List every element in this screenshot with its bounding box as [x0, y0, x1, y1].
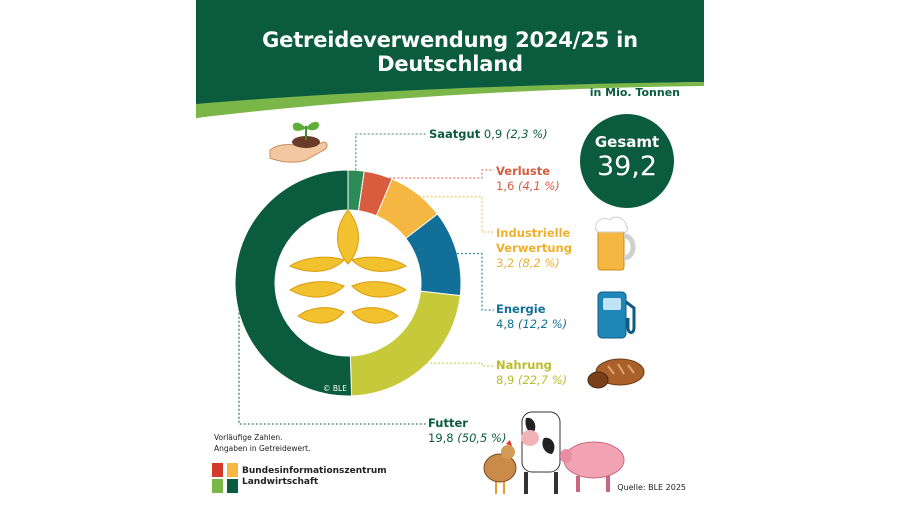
fuel-pump-icon	[597, 291, 636, 339]
infographic-card: Getreideverwendung 2024/25 in Deutschlan…	[196, 0, 704, 506]
label-name-2: Verwertung	[496, 241, 572, 255]
leader-industrie	[414, 196, 494, 233]
label-pct: (2,3 %)	[505, 127, 548, 141]
label-value: 0,9	[483, 127, 503, 141]
farm-animals-icon	[483, 411, 625, 494]
label-value: 8,9	[496, 373, 515, 387]
org-logo: Bundesinformationszentrum Landwirtschaft	[212, 463, 387, 499]
label-industrie: Industrielle Verwertung 3,2 (8,2 %)	[496, 226, 572, 271]
label-pct: (12,2 %)	[517, 317, 568, 331]
total-badge: Gesamt 39,2	[580, 114, 674, 208]
leader-verluste	[377, 169, 494, 179]
source-label: Quelle: BLE 2025	[617, 483, 686, 492]
label-name: Nahrung	[496, 358, 552, 372]
leader-saatgut	[355, 133, 426, 175]
header-banner	[196, 0, 704, 80]
chicken-icon	[483, 440, 517, 494]
label-nahrung: Nahrung 8,9 (22,7 %)	[496, 358, 567, 388]
label-pct: (8,2 %)	[517, 256, 560, 270]
ble-logo-icon	[212, 463, 238, 495]
label-verluste: Verluste 1,6 (4,1 %)	[496, 164, 560, 194]
chart-title: Getreideverwendung 2024/25 in Deutschlan…	[262, 28, 638, 76]
wheat-icon	[288, 209, 408, 324]
label-name: Futter	[428, 416, 468, 430]
label-energie: Energie 4,8 (12,2 %)	[496, 302, 567, 332]
cow-icon	[521, 411, 561, 494]
header-swoosh	[196, 80, 704, 118]
leader-energie	[452, 253, 494, 311]
total-value: 39,2	[596, 151, 658, 182]
beer-mug-icon	[595, 216, 636, 271]
label-pct: (22,7 %)	[517, 373, 568, 387]
org-name-line-2: Landwirtschaft	[242, 477, 319, 487]
label-value: 4,8	[496, 317, 515, 331]
label-name: Verluste	[496, 164, 551, 178]
label-value: 1,6	[496, 179, 515, 193]
label-futter: Futter 19,8 (50,5 %)	[428, 416, 506, 446]
label-value: 3,2	[496, 256, 515, 270]
bread-icon	[587, 358, 645, 389]
label-name: Saatgut	[429, 127, 481, 141]
unit-label: in Mio. Tonnen	[589, 86, 680, 99]
seedling-hand-icon	[269, 121, 328, 163]
donut-chart	[234, 133, 494, 425]
label-pct: (50,5 %)	[457, 431, 507, 445]
total-label: Gesamt	[594, 133, 660, 151]
org-name: Bundesinformationszentrum Landwirtschaft	[242, 466, 387, 488]
footnote: Vorläufige Zahlen. Angaben in Getreidewe…	[214, 432, 311, 454]
label-saatgut: Saatgut 0,9 (2,3 %)	[429, 127, 548, 142]
org-name-line-1: Bundesinformationszentrum	[242, 466, 387, 476]
label-name: Energie	[496, 302, 546, 316]
footnote-line-2: Angaben in Getreidewert.	[214, 444, 311, 453]
label-value: 19,8	[428, 431, 454, 445]
leader-nahrung	[421, 362, 494, 367]
pig-icon	[560, 441, 625, 492]
footnote-line-1: Vorläufige Zahlen.	[214, 433, 283, 442]
label-name: Industrielle	[496, 226, 571, 240]
copyright: © BLE	[323, 384, 347, 393]
label-pct: (4,1 %)	[517, 179, 560, 193]
